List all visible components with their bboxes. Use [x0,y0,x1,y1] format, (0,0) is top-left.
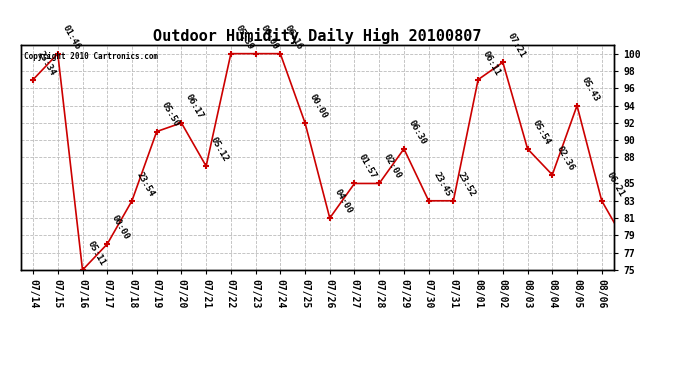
Text: 23:34: 23:34 [36,49,57,77]
Text: 05:50: 05:50 [159,101,181,129]
Text: 06:21: 06:21 [604,170,626,198]
Text: 00:00: 00:00 [258,23,279,51]
Text: 01:46: 01:46 [61,23,82,51]
Text: 05:43: 05:43 [580,75,601,103]
Text: 00:00: 00:00 [308,92,329,120]
Text: 01:57: 01:57 [357,153,379,181]
Text: 04:00: 04:00 [333,188,354,215]
Text: 06:17: 06:17 [184,92,206,120]
Text: 06:11: 06:11 [481,49,502,77]
Text: 23:45: 23:45 [431,170,453,198]
Text: 02:36: 02:36 [555,144,576,172]
Text: 02:00: 02:00 [382,153,403,181]
Text: 06:30: 06:30 [406,118,428,146]
Text: 05:39: 05:39 [234,23,255,51]
Text: 23:52: 23:52 [456,170,477,198]
Text: 05:11: 05:11 [86,240,106,267]
Text: Copyright 2010 Cartronics.com: Copyright 2010 Cartronics.com [23,52,158,61]
Text: 23:54: 23:54 [135,170,156,198]
Text: 07:21: 07:21 [506,32,527,60]
Text: 05:54: 05:54 [531,118,551,146]
Text: 04:25: 04:25 [0,374,1,375]
Text: 05:12: 05:12 [209,136,230,164]
Text: 06:16: 06:16 [283,23,304,51]
Title: Outdoor Humidity Daily High 20100807: Outdoor Humidity Daily High 20100807 [153,28,482,44]
Text: 00:00: 00:00 [110,213,131,241]
